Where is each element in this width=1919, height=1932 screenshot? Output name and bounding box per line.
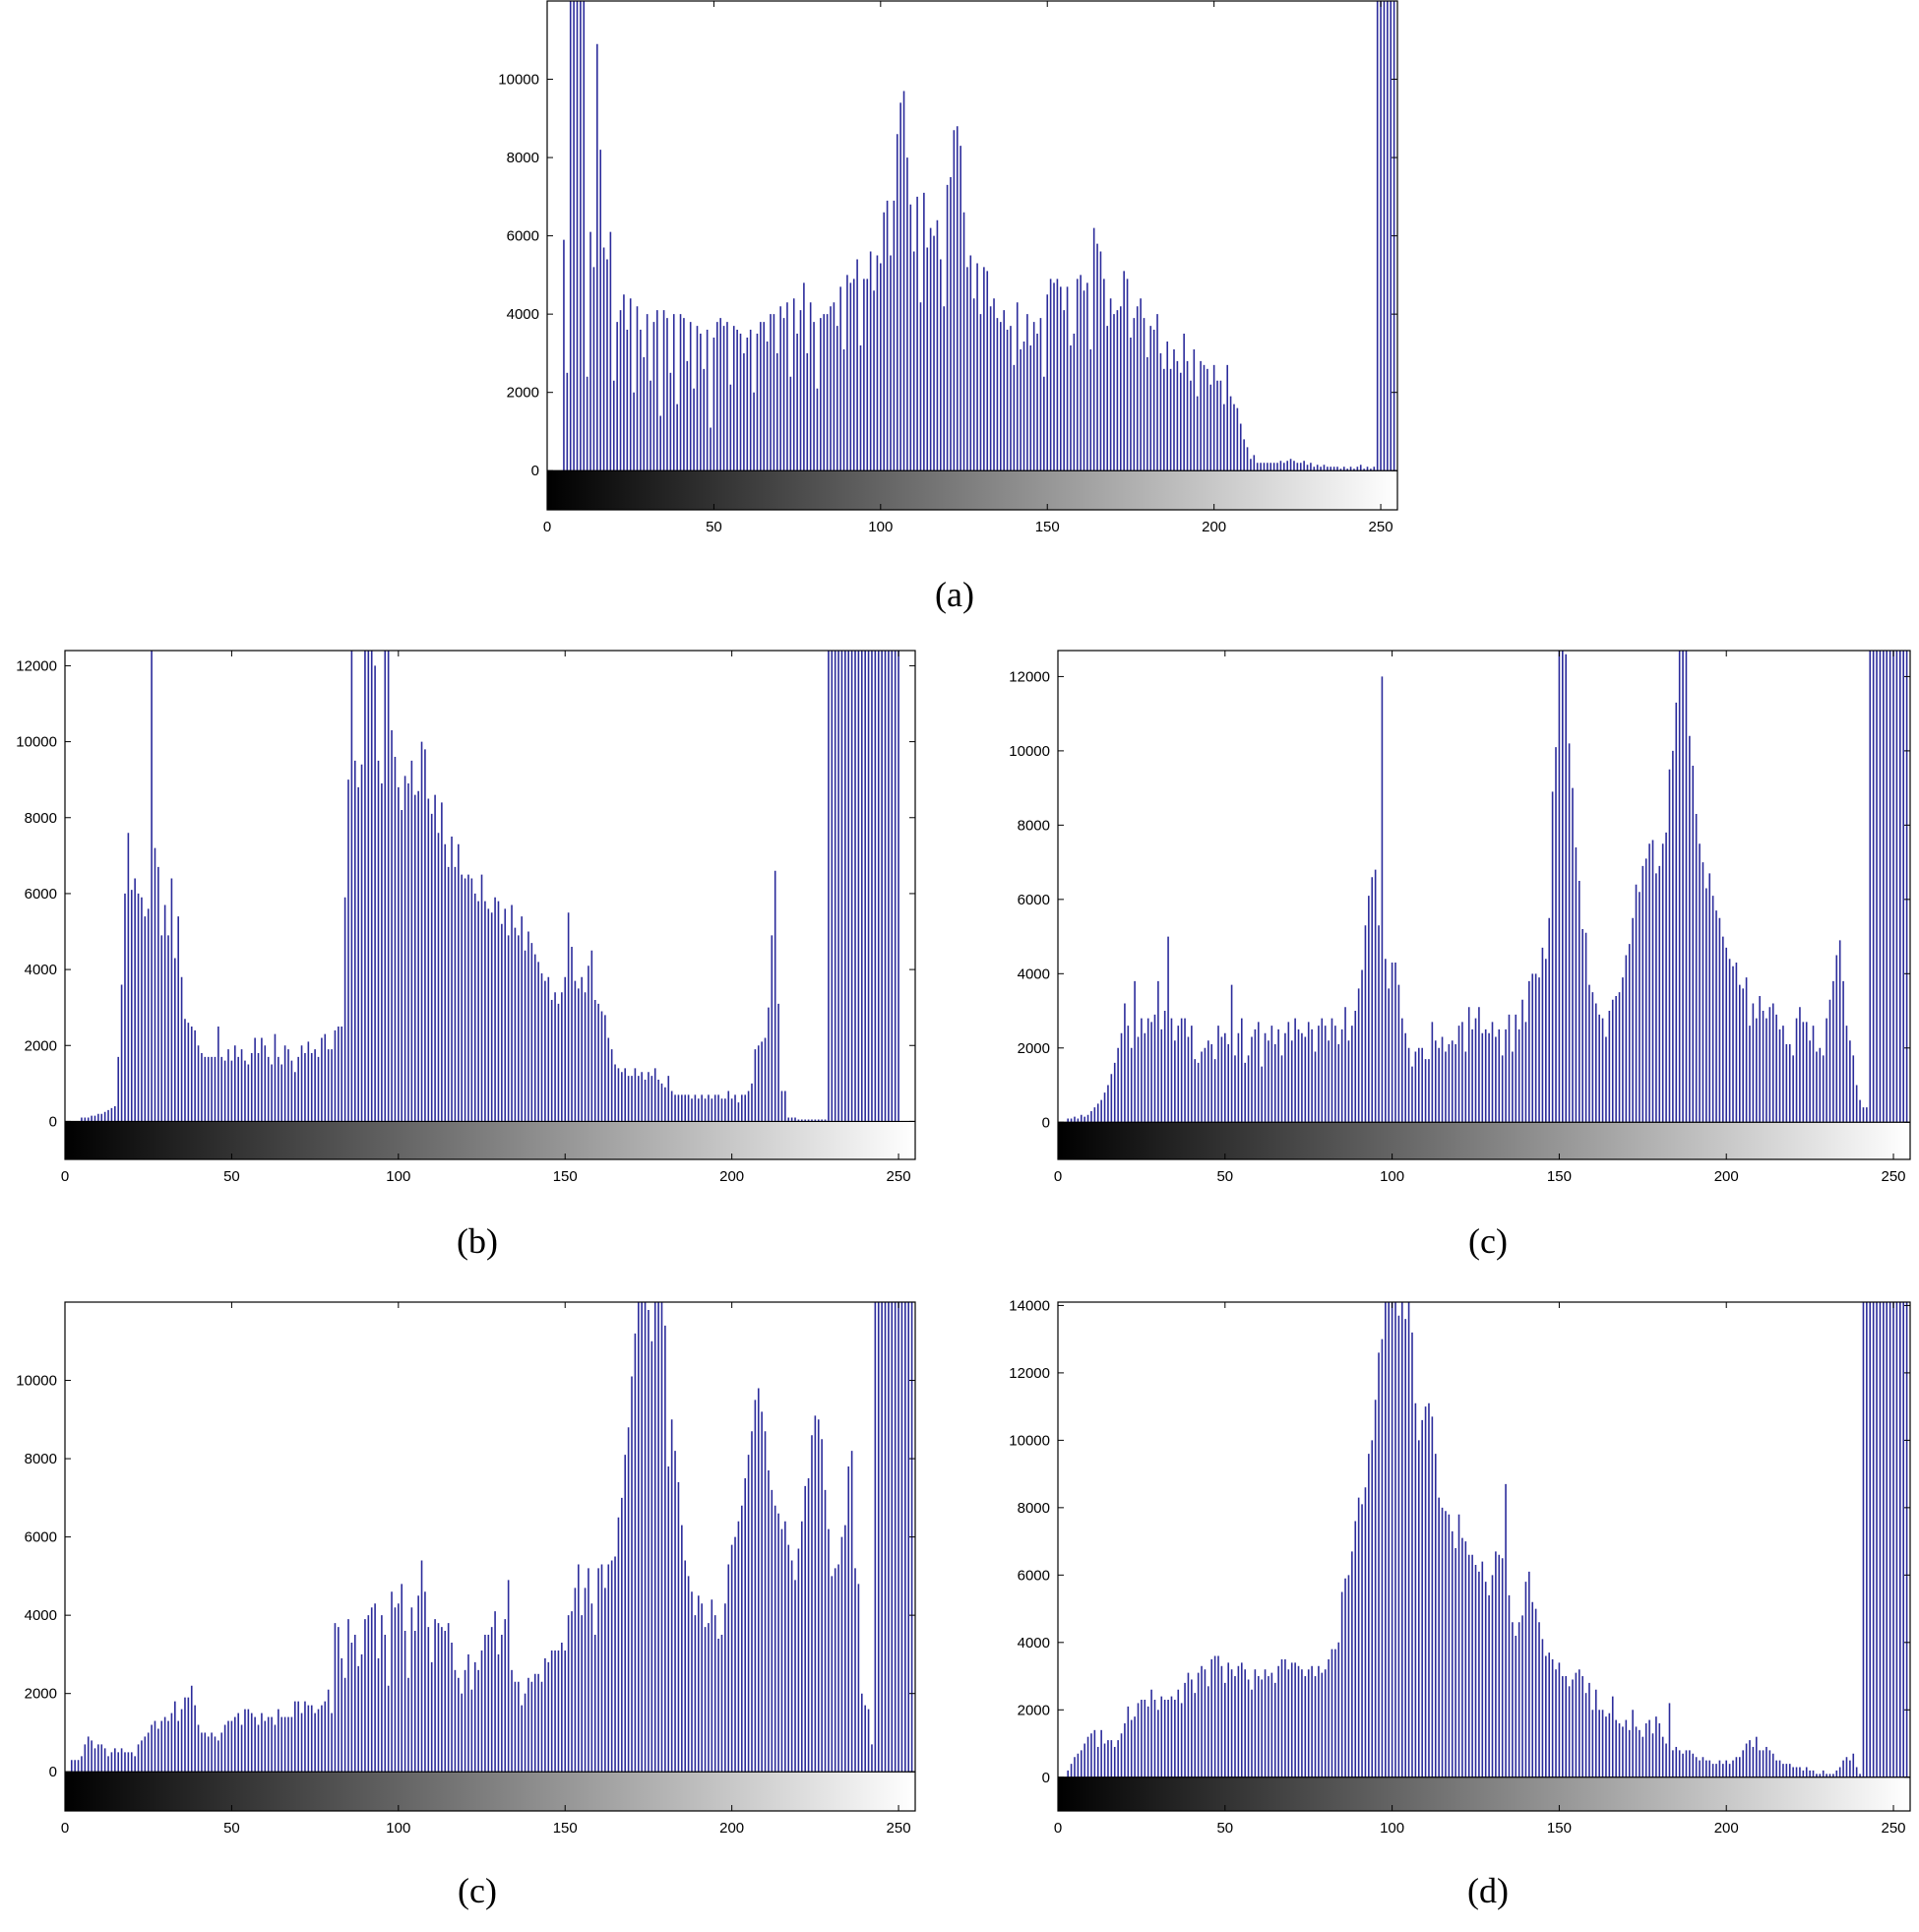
histogram-c-lower: 0 50 100 150 200 250 0 2000 4000 6000 8000 10000	[0, 1297, 935, 1837]
plot-frame	[64, 1301, 916, 1812]
x-tick-label: 150	[553, 1820, 578, 1837]
plot-frame	[546, 0, 1398, 511]
y-tick-label: 2000	[25, 1037, 57, 1054]
x-tick-label: 0	[1054, 1168, 1062, 1185]
x-tick-label: 200	[1714, 1168, 1739, 1185]
caption-c-lower: (c)	[458, 1871, 497, 1910]
y-tick-label: 12000	[16, 657, 57, 674]
caption-c-upper: (c)	[1468, 1221, 1508, 1261]
y-tick-label: 10000	[16, 734, 57, 751]
grayscale-colorbar	[547, 470, 1397, 510]
x-tick-label: 50	[223, 1820, 240, 1837]
histogram-c-upper: 0 50 100 150 200 250 0 2000 4000 6000 8000 10000 120…	[989, 645, 1919, 1185]
y-tick-label: 2000	[1018, 1040, 1050, 1057]
x-tick-label: 250	[887, 1168, 911, 1185]
y-tick-label: 0	[1042, 1770, 1050, 1786]
bars	[563, 1, 1395, 471]
x-tick-label: 200	[1714, 1820, 1739, 1837]
y-tick-label: 4000	[1018, 966, 1050, 982]
plot-frame	[64, 650, 916, 1160]
y-tick-label: 10000	[16, 1373, 57, 1390]
x-tick-label: 100	[868, 519, 893, 535]
x-tick-label: 0	[543, 519, 551, 535]
x-tick-label: 200	[1202, 519, 1226, 535]
bars	[1067, 651, 1908, 1123]
x-tick-label: 100	[1380, 1168, 1404, 1185]
y-tick-label: 6000	[25, 886, 57, 903]
y-tick-label: 12000	[1009, 1365, 1050, 1382]
bars	[70, 1302, 913, 1773]
caption-b: (b)	[457, 1221, 498, 1261]
x-tick-label: 100	[386, 1820, 410, 1837]
x-tick-label: 100	[386, 1168, 410, 1185]
y-tick-label: 0	[531, 463, 539, 479]
chart-svg: 0 50 100 150 200 250 0 2000 4000 6000 8000 10000 120…	[16, 650, 916, 1185]
y-tick-label: 4000	[25, 1607, 57, 1624]
y-tick-label: 0	[49, 1764, 57, 1780]
chart-svg: 0 50 100 150 200 250 0 2000 4000 6000 8000 10000 120…	[1009, 1297, 1911, 1837]
chart-svg: 0 50 100 150 200 250 0 2000 4000 6000 8000 10000	[498, 0, 1398, 535]
bars	[1067, 1302, 1908, 1777]
x-tick-label: 250	[1882, 1168, 1906, 1185]
y-tick-label: 8000	[1018, 1500, 1050, 1517]
plot-frame	[1057, 650, 1911, 1160]
y-tick-label: 2000	[1018, 1702, 1050, 1718]
bars	[81, 651, 899, 1122]
x-tick-label: 150	[1547, 1820, 1572, 1837]
x-tick-label: 0	[1054, 1820, 1062, 1837]
x-tick-label: 250	[887, 1820, 911, 1837]
x-tick-label: 250	[1882, 1820, 1906, 1837]
x-tick-label: 150	[553, 1168, 578, 1185]
y-tick-label: 10000	[498, 72, 539, 89]
caption-d: (d)	[1467, 1871, 1509, 1910]
y-tick-label: 14000	[1009, 1297, 1050, 1314]
y-tick-label: 8000	[1018, 817, 1050, 834]
grayscale-colorbar	[1058, 1122, 1910, 1159]
y-tick-label: 8000	[507, 150, 539, 166]
y-tick-label: 0	[49, 1113, 57, 1130]
x-tick-label: 50	[706, 519, 722, 535]
histogram-a: 0 50 100 150 200 250 0 2000 4000 6000 8000 10000	[482, 0, 1417, 535]
y-tick-label: 6000	[1018, 1567, 1050, 1584]
grayscale-colorbar	[65, 1121, 915, 1159]
x-tick-label: 150	[1547, 1168, 1572, 1185]
x-tick-label: 50	[223, 1168, 240, 1185]
x-tick-label: 200	[719, 1820, 744, 1837]
y-tick-label: 0	[1042, 1114, 1050, 1131]
y-tick-label: 4000	[507, 306, 539, 323]
grayscale-colorbar	[1058, 1776, 1910, 1811]
histogram-b: 0 50 100 150 200 250 0 2000 4000 6000 8000 10000 120…	[0, 645, 935, 1185]
x-tick-label: 0	[61, 1168, 69, 1185]
caption-a: (a)	[935, 575, 974, 614]
y-tick-label: 4000	[1018, 1635, 1050, 1652]
y-tick-label: 8000	[25, 1451, 57, 1467]
y-tick-label: 2000	[507, 385, 539, 402]
y-tick-label: 10000	[1009, 1432, 1050, 1449]
y-tick-label: 12000	[1009, 668, 1050, 685]
y-tick-label: 6000	[1018, 892, 1050, 908]
y-tick-label: 8000	[25, 810, 57, 827]
x-tick-label: 100	[1380, 1820, 1404, 1837]
x-tick-label: 50	[1216, 1820, 1233, 1837]
grayscale-colorbar	[65, 1772, 915, 1811]
y-tick-label: 6000	[507, 228, 539, 245]
y-tick-label: 10000	[1009, 743, 1050, 760]
x-tick-label: 150	[1035, 519, 1060, 535]
y-tick-label: 6000	[25, 1529, 57, 1546]
x-tick-label: 200	[719, 1168, 744, 1185]
chart-svg: 0 50 100 150 200 250 0 2000 4000 6000 8000 10000 120…	[1009, 650, 1911, 1185]
plot-frame	[1057, 1301, 1911, 1812]
chart-svg: 0 50 100 150 200 250 0 2000 4000 6000 8000 10000	[16, 1301, 916, 1837]
y-tick-label: 2000	[25, 1686, 57, 1703]
x-tick-label: 50	[1216, 1168, 1233, 1185]
y-tick-label: 4000	[25, 962, 57, 978]
histogram-d: 0 50 100 150 200 250 0 2000 4000 6000 8000 10000 120…	[989, 1297, 1919, 1837]
x-tick-label: 0	[61, 1820, 69, 1837]
x-tick-label: 250	[1369, 519, 1393, 535]
